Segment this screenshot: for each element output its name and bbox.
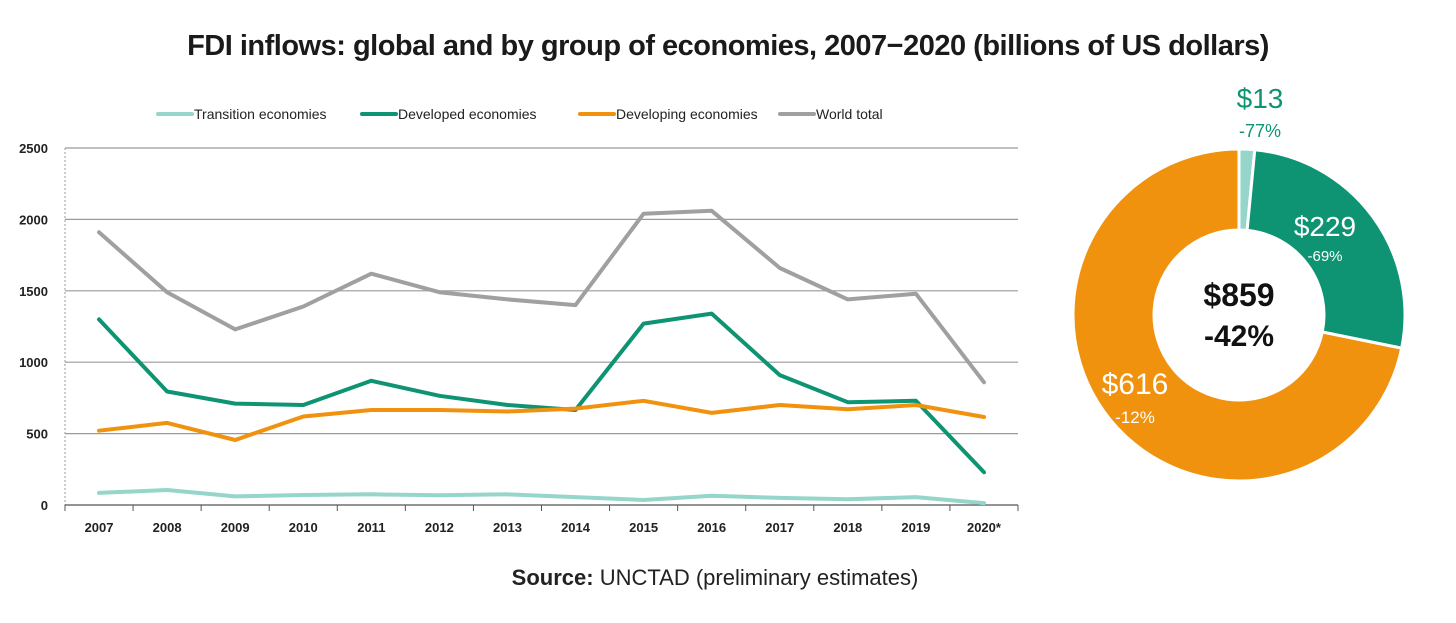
legend-label: Transition economies bbox=[194, 106, 327, 122]
x-tick-label: 2015 bbox=[629, 520, 658, 535]
legend-label: World total bbox=[816, 106, 883, 122]
legend-entry: World total bbox=[778, 106, 883, 122]
legend-entry: Developing economies bbox=[578, 106, 758, 122]
x-tick-label: 2008 bbox=[153, 520, 182, 535]
line-chart-y-axis: 0 500 1000 1500 2000 2500 bbox=[19, 141, 66, 513]
x-tick-label: 2009 bbox=[221, 520, 250, 535]
donut-slice-developed-economies bbox=[1245, 148, 1407, 350]
donut-center-change: -42% bbox=[1204, 320, 1274, 353]
donut-slice-change: -77% bbox=[1239, 121, 1281, 141]
x-tick-label: 2014 bbox=[561, 520, 591, 535]
line-chart-x-axis: 2007 2008 2009 2010 2011 2012 2013 2014 2015 2016… bbox=[64, 504, 1019, 535]
x-tick-label: 2017 bbox=[765, 520, 794, 535]
line-chart-series bbox=[97, 208, 986, 506]
donut-center: $859 -42% bbox=[1203, 277, 1274, 353]
x-tick-label: 2012 bbox=[425, 520, 454, 535]
x-tick-label: 2019 bbox=[901, 520, 930, 535]
source-label: Source: bbox=[511, 565, 594, 590]
donut-slices bbox=[1071, 147, 1407, 483]
legend-entry: Developed economies bbox=[360, 106, 537, 122]
source-text: UNCTAD (preliminary estimates) bbox=[599, 565, 919, 590]
y-tick-label: 2500 bbox=[19, 141, 48, 156]
donut-slice-developing-economies bbox=[1071, 147, 1404, 483]
x-tick-label: 2016 bbox=[697, 520, 726, 535]
legend-label: Developing economies bbox=[616, 106, 758, 122]
series-line-world-total bbox=[97, 208, 986, 385]
legend-label: Developed economies bbox=[398, 106, 537, 122]
y-tick-label: 1500 bbox=[19, 284, 48, 299]
x-tick-label: 2013 bbox=[493, 520, 522, 535]
donut-slice-value: $13 bbox=[1237, 83, 1284, 114]
donut-chart: $13 -77% $229 -69% $616 -12% $859 -42% bbox=[1071, 83, 1407, 483]
line-chart: Transition economies Developed economies D… bbox=[19, 106, 1019, 535]
y-tick-label: 1000 bbox=[19, 355, 48, 370]
x-tick-label: 2011 bbox=[357, 520, 385, 535]
source-note: Source: UNCTAD (preliminary estimates) bbox=[0, 565, 1430, 591]
donut-slice-value: $229 bbox=[1294, 211, 1356, 242]
x-tick-label: 2018 bbox=[833, 520, 862, 535]
series-line-developing-economies bbox=[97, 398, 986, 442]
donut-center-value: $859 bbox=[1203, 277, 1274, 313]
x-tick-label: 2007 bbox=[85, 520, 114, 535]
y-tick-label: 2000 bbox=[19, 212, 48, 227]
donut-slice-value: $616 bbox=[1102, 368, 1169, 401]
x-tick-label: 2010 bbox=[289, 520, 318, 535]
x-tick-label: 2020* bbox=[967, 520, 1002, 535]
y-tick-label: 0 bbox=[41, 498, 48, 513]
donut-labels: $13 -77% $229 -69% $616 -12% bbox=[1102, 83, 1357, 427]
series-line-developed-economies bbox=[97, 311, 986, 475]
series-line-transition-economies bbox=[97, 488, 986, 506]
donut-slice-change: -69% bbox=[1307, 248, 1342, 265]
chart-title: FDI inflows: global and by group of econ… bbox=[187, 30, 1269, 62]
line-chart-legend: Transition economies Developed economies D… bbox=[156, 106, 883, 122]
y-tick-label: 500 bbox=[26, 427, 48, 442]
line-chart-grid bbox=[65, 147, 1018, 435]
donut-slice-change: -12% bbox=[1115, 408, 1155, 427]
legend-entry: Transition economies bbox=[156, 106, 327, 122]
